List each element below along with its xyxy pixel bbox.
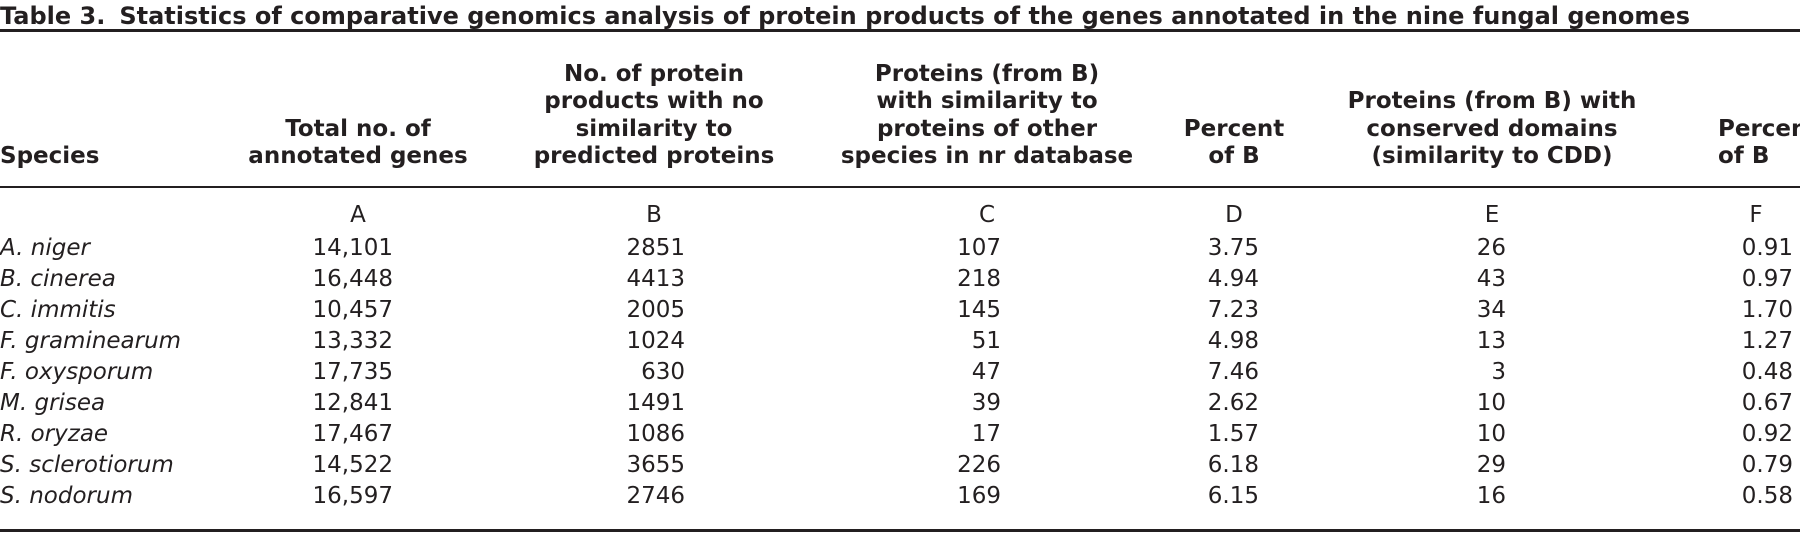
species-name: C. immitis [0, 297, 116, 323]
cell-value: 16,448 [312, 266, 393, 292]
column-letter: E [1484, 202, 1500, 228]
cell-value: 169 [957, 483, 1001, 509]
header-rule [0, 186, 1800, 188]
species-name: F. oxysporum [0, 359, 154, 385]
header-text: species in nr database [840, 143, 1134, 169]
cell-value: 1.27 [1741, 328, 1793, 354]
cell-value: 6.18 [1207, 452, 1259, 478]
cell-value: 1086 [626, 421, 685, 447]
cell-value: 226 [957, 452, 1001, 478]
header-text: Total no. of [285, 115, 431, 142]
cell-value: 1.70 [1741, 297, 1793, 323]
bottom-rule [0, 529, 1800, 532]
table-caption: Statistics of comparative genomics analy… [119, 2, 1690, 30]
cell-value: 2851 [626, 235, 685, 261]
header-text: products with no [544, 88, 764, 114]
cell-value: 4.98 [1207, 328, 1259, 354]
cell-value: 2746 [626, 483, 685, 509]
cell-value: 107 [957, 235, 1001, 261]
cell-value: 26 [1476, 235, 1506, 261]
cell-value: 47 [971, 359, 1001, 385]
species-name: S. sclerotiorum [0, 452, 174, 478]
cell-value: 0.58 [1741, 483, 1793, 509]
cell-value: 17,467 [312, 421, 393, 447]
cell-value: 3655 [626, 452, 685, 478]
cell-value: 2005 [626, 297, 685, 323]
cell-value: 0.79 [1741, 452, 1793, 478]
cell-value: 2.62 [1207, 390, 1259, 416]
species-name: A. niger [0, 235, 90, 261]
cell-value: 0.97 [1741, 266, 1793, 292]
cell-value: 51 [971, 328, 1001, 354]
cell-value: 3 [1491, 359, 1506, 385]
cell-value: 630 [641, 359, 685, 385]
header-text: predicted proteins [533, 143, 775, 169]
cell-value: 0.48 [1741, 359, 1793, 385]
header-text: Percent [1718, 115, 1800, 142]
species-name: S. nodorum [0, 483, 133, 509]
header-text: with similarity to [876, 88, 1098, 114]
header-text: of B [1208, 143, 1260, 169]
species-name: R. oryzae [0, 421, 109, 447]
cell-value: 16,597 [312, 483, 393, 509]
cell-value: 0.92 [1741, 421, 1793, 447]
cell-value: 7.23 [1207, 297, 1259, 323]
header-text: Species [0, 143, 100, 169]
species-name: F. graminearum [0, 328, 182, 354]
cell-value: 16 [1476, 483, 1506, 509]
header-text: similarity to [575, 115, 733, 142]
header-text: (similarity to CDD) [1371, 143, 1613, 169]
cell-value: 29 [1476, 452, 1506, 478]
table-label: Table 3. [0, 2, 106, 30]
cell-value: 3.75 [1207, 235, 1259, 261]
header-text: conserved domains [1366, 115, 1618, 142]
header-text: annotated genes [248, 143, 468, 169]
cell-value: 4413 [626, 266, 685, 292]
header-text: No. of protein [563, 60, 745, 87]
cell-value: 1491 [626, 390, 685, 416]
cell-value: 39 [971, 390, 1001, 416]
cell-value: 145 [957, 297, 1001, 323]
header-text: of B [1718, 143, 1770, 169]
cell-value: 17,735 [312, 359, 393, 385]
cell-value: 34 [1476, 297, 1506, 323]
header-text: Proteins (from B) with [1347, 88, 1637, 114]
cell-value: 14,522 [312, 452, 393, 478]
cell-value: 218 [957, 266, 1001, 292]
cell-value: 4.94 [1207, 266, 1259, 292]
species-name: M. grisea [0, 390, 106, 416]
cell-value: 10 [1476, 421, 1506, 447]
top-rule [0, 29, 1800, 32]
column-letter: B [646, 202, 662, 228]
header-text: Percent [1183, 115, 1285, 142]
cell-value: 1.57 [1207, 421, 1259, 447]
cell-value: 10,457 [312, 297, 393, 323]
column-letter: A [350, 202, 366, 228]
cell-value: 6.15 [1207, 483, 1259, 509]
cell-value: 14,101 [312, 235, 393, 261]
cell-value: 10 [1476, 390, 1506, 416]
cell-value: 13 [1476, 328, 1506, 354]
header-text: proteins of other [876, 115, 1098, 142]
cell-value: 0.67 [1741, 390, 1793, 416]
cell-value: 0.91 [1741, 235, 1793, 261]
cell-value: 17 [971, 421, 1001, 447]
cell-value: 1024 [626, 328, 685, 354]
cell-value: 7.46 [1207, 359, 1259, 385]
header-text: Proteins (from B) [874, 60, 1100, 87]
cell-value: 13,332 [312, 328, 393, 354]
cell-value: 12,841 [312, 390, 393, 416]
table-title: Table 3. Statistics of comparative genomi… [0, 2, 1690, 30]
column-letter: C [978, 202, 996, 228]
cell-value: 43 [1476, 266, 1506, 292]
species-name: B. cinerea [0, 266, 116, 292]
column-letter: D [1225, 202, 1243, 228]
column-letter: F [1749, 202, 1763, 228]
